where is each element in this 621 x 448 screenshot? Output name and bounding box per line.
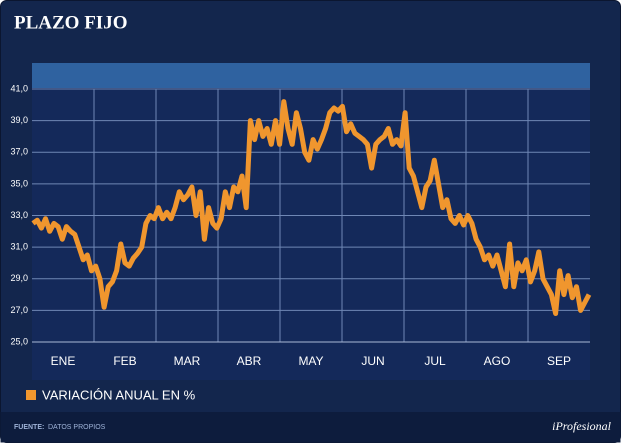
- x-tick-label: MAY: [298, 354, 323, 368]
- x-tick-label: JUN: [361, 354, 384, 368]
- plot-area: [32, 88, 590, 380]
- plot-header: [32, 63, 590, 88]
- x-tick-label: JUL: [424, 354, 446, 368]
- source: DATOS PROPIOS: [48, 424, 106, 431]
- y-tick-label: 31,0: [10, 242, 28, 252]
- y-tick-label: 29,0: [10, 273, 28, 283]
- y-tick-label: 33,0: [10, 210, 28, 220]
- y-tick-label: 25,0: [10, 336, 28, 346]
- legend-swatch: [26, 390, 36, 400]
- legend-label: VARIACIÓN ANUAL EN %: [42, 387, 196, 402]
- x-tick-label: MAR: [174, 354, 201, 368]
- x-tick-label: ENE: [51, 354, 76, 368]
- source-label: FUENTE:: [14, 424, 44, 431]
- y-tick-label: 27,0: [10, 305, 28, 315]
- footer: [0, 412, 621, 443]
- y-tick-label: 39,0: [10, 115, 28, 125]
- y-tick-label: 35,0: [10, 178, 28, 188]
- y-tick-label: 41,0: [10, 83, 28, 93]
- x-tick-label: FEB: [113, 354, 136, 368]
- y-tick-label: 37,0: [10, 147, 28, 157]
- chart-title: PLAZO FIJO: [14, 12, 127, 33]
- brand: iProfesional: [552, 419, 612, 433]
- x-tick-label: SEP: [547, 354, 571, 368]
- x-tick-label: AGO: [484, 354, 511, 368]
- x-tick-label: ABR: [237, 354, 262, 368]
- series-line: [31, 99, 592, 316]
